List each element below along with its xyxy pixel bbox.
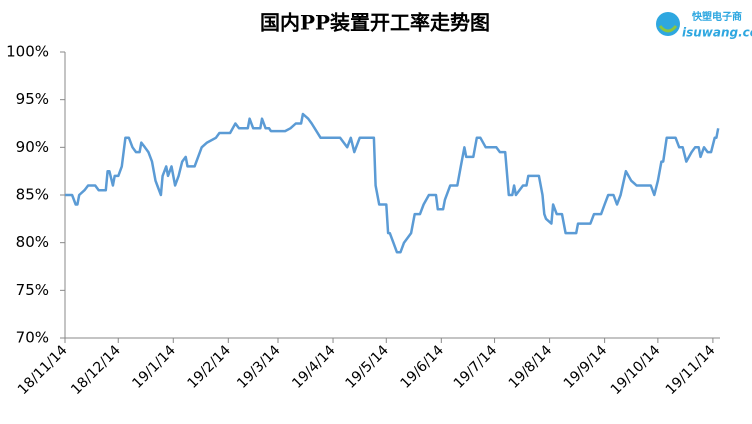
y-tick-label: 90% xyxy=(16,138,49,156)
x-tick-label: 19/11/14 xyxy=(663,342,719,398)
x-tick-label: 19/10/14 xyxy=(608,342,664,398)
x-tick-label: 19/9/14 xyxy=(561,342,611,392)
line-series xyxy=(65,112,720,254)
logo-name: 快塑电子商 xyxy=(691,10,742,23)
x-tick-label: 19/3/14 xyxy=(234,342,284,392)
y-tick-label: 70% xyxy=(16,329,49,347)
x-tick-label: 19/8/14 xyxy=(506,342,556,392)
chart-title: 国内PP装置开工率走势图 xyxy=(260,11,490,35)
y-tick-label: 100% xyxy=(6,43,49,61)
x-tick-label: 18/12/14 xyxy=(68,342,124,398)
x-tick-label: 19/5/14 xyxy=(342,342,392,392)
logo: 快塑电子商 isuwang.co xyxy=(656,10,752,40)
x-tick-label: 19/7/14 xyxy=(451,342,501,392)
x-tick-label: 19/1/14 xyxy=(129,342,179,392)
logo-swoosh xyxy=(658,25,678,33)
x-tick-label: 19/6/14 xyxy=(397,342,447,392)
x-tick-label: 18/11/14 xyxy=(15,342,71,398)
y-tick-label: 85% xyxy=(16,186,49,204)
x-tick-label: 19/4/14 xyxy=(289,342,339,392)
y-tick-label: 80% xyxy=(16,233,49,251)
logo-url: isuwang.co xyxy=(682,26,752,40)
x-tick-label: 19/2/14 xyxy=(184,342,234,392)
y-tick-label: 95% xyxy=(16,90,49,108)
y-tick-label: 75% xyxy=(16,281,49,299)
